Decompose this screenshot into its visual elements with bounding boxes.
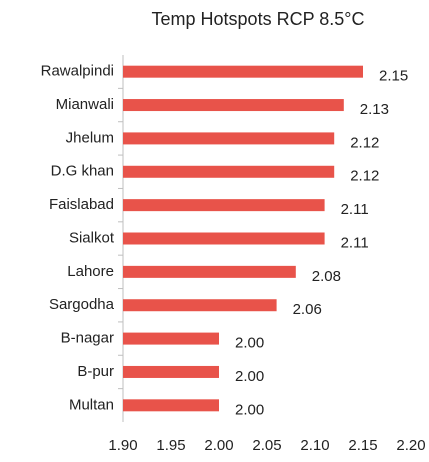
y-tick-label: B-pur [77,363,114,380]
value-label: 2.12 [350,134,379,151]
y-tick-label: Multan [69,396,114,413]
x-tick-label: 2.05 [252,437,281,454]
value-label: 2.11 [341,201,369,218]
bar [123,399,219,412]
bar [123,265,296,278]
x-tick-label: 2.15 [348,437,377,454]
x-tick-label: 1.95 [156,437,185,454]
y-tick-label: Lahore [67,263,114,280]
bar [123,332,219,345]
x-tick-label: 2.10 [300,437,329,454]
bar [123,232,325,245]
chart-title: Temp Hotspots RCP 8.5°C [152,9,365,29]
bar [123,299,277,312]
bar [123,365,219,378]
value-label: 2.15 [379,68,408,85]
y-tick-label: Faislabad [49,196,114,213]
bar [123,132,335,145]
bar [123,165,335,178]
value-label: 2.00 [235,401,264,418]
y-tick-label: Mianwali [56,96,114,113]
value-label: 2.00 [235,368,264,385]
y-tick-label: B-nagar [61,330,114,347]
x-tick-label: 1.90 [108,437,137,454]
x-tick-label: 2.00 [204,437,233,454]
value-label: 2.00 [235,335,264,352]
value-label: 2.13 [360,101,389,118]
value-label: 2.08 [312,268,341,285]
x-tick-label: 2.20 [396,437,425,454]
bar [123,65,363,78]
y-tick-label: Jhelum [66,129,114,146]
y-tick-label: Sargodha [49,296,115,313]
bar [123,199,325,212]
y-tick-label: Rawalpindi [41,63,114,80]
value-label: 2.12 [350,168,379,185]
value-label: 2.11 [341,234,369,251]
y-tick-label: D.G khan [51,163,114,180]
bar [123,99,344,112]
value-label: 2.06 [293,301,322,318]
y-tick-label: Sialkot [69,229,115,246]
